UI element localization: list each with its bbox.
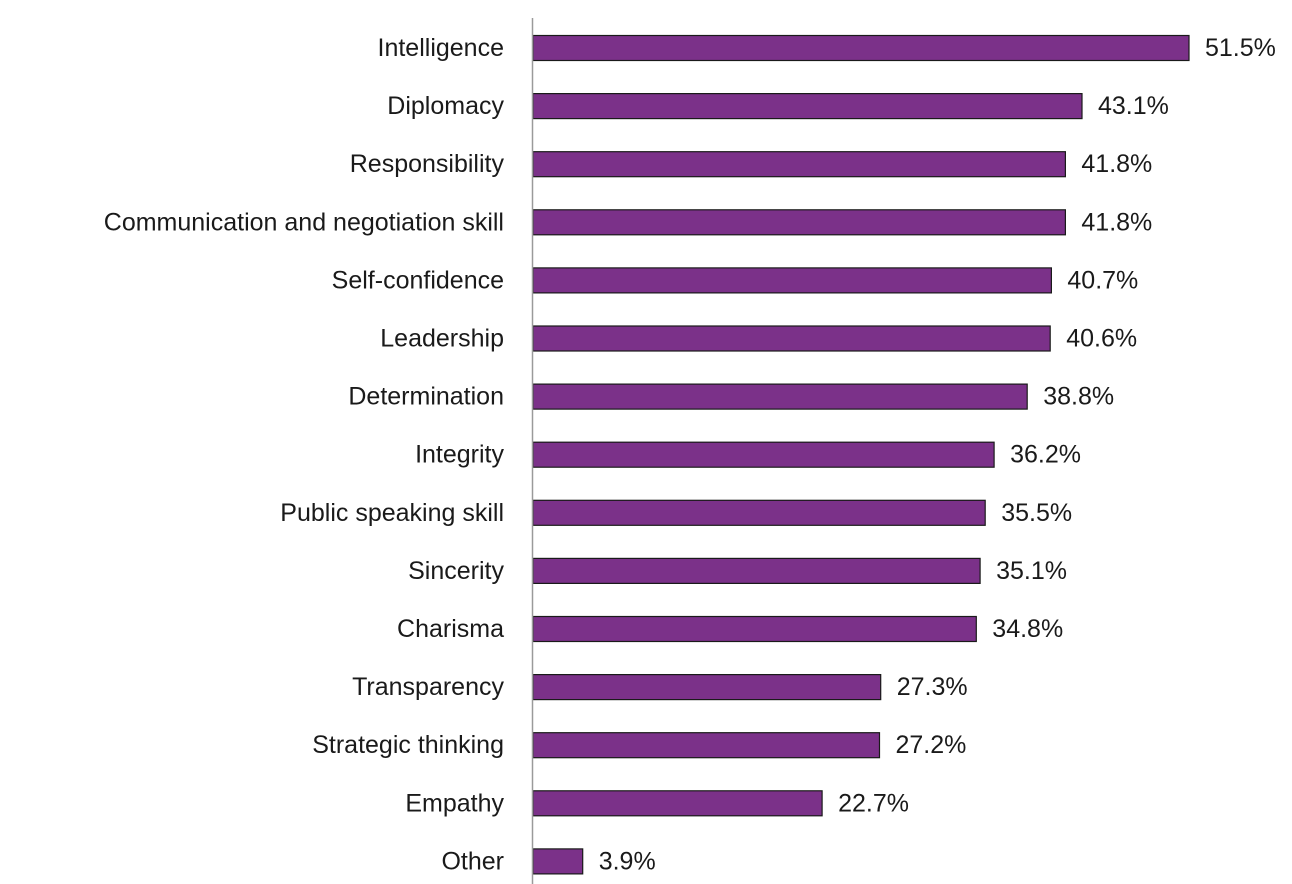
bar-integrity <box>532 441 995 468</box>
bar-diplomacy <box>532 92 1083 120</box>
bar-responsibility <box>532 151 1067 178</box>
value-labels-group: 51.5% 43.1% 41.8% 41.8% 40.7% 40.6% 38.8% 36.2%… <box>599 34 1276 875</box>
category-label-public-speaking-skill: Public speaking skill <box>280 499 504 527</box>
value-label-integrity: 36.2% <box>1010 441 1081 469</box>
bar-intelligence <box>532 34 1190 62</box>
category-label-leadership: Leadership <box>380 325 504 353</box>
category-label-strategic-thinking: Strategic thinking <box>312 731 504 759</box>
value-label-empathy: 22.7% <box>838 789 909 817</box>
bar-transparency <box>532 673 882 701</box>
value-label-responsibility: 41.8% <box>1081 150 1152 178</box>
value-label-intelligence: 51.5% <box>1205 34 1276 62</box>
category-label-determination: Determination <box>348 383 504 411</box>
value-label-other: 3.9% <box>599 847 656 875</box>
value-label-communication-and-negotiation-skill: 41.8% <box>1081 208 1152 236</box>
bars-group <box>532 34 1190 875</box>
bar-public-speaking-skill <box>532 499 986 526</box>
category-label-transparency: Transparency <box>352 673 504 701</box>
bar-communication-and-negotiation-skill <box>532 209 1067 236</box>
value-label-determination: 38.8% <box>1043 383 1114 411</box>
value-label-public-speaking-skill: 35.5% <box>1001 499 1072 527</box>
value-label-self-confidence: 40.7% <box>1067 266 1138 294</box>
category-label-integrity: Integrity <box>415 441 504 469</box>
value-label-diplomacy: 43.1% <box>1098 92 1169 120</box>
bar-other <box>532 848 584 875</box>
category-label-empathy: Empathy <box>405 789 504 817</box>
bar-empathy <box>532 790 823 817</box>
category-label-responsibility: Responsibility <box>350 150 505 178</box>
bar-strategic-thinking <box>532 732 881 759</box>
value-label-strategic-thinking: 27.2% <box>896 731 967 759</box>
bar-charisma <box>532 615 977 643</box>
category-label-sincerity: Sincerity <box>408 557 504 585</box>
category-label-other: Other <box>441 847 504 875</box>
bar-sincerity <box>532 557 981 585</box>
value-label-sincerity: 35.1% <box>996 557 1067 585</box>
category-labels-group: Intelligence Diplomacy Responsibility Commu… <box>104 34 505 875</box>
category-label-intelligence: Intelligence <box>378 34 504 62</box>
bar-determination <box>532 383 1028 410</box>
bar-self-confidence <box>532 267 1053 294</box>
value-label-leadership: 40.6% <box>1066 325 1137 353</box>
category-label-self-confidence: Self-confidence <box>332 266 504 294</box>
category-label-communication-and-negotiation-skill: Communication and negotiation skill <box>104 208 504 236</box>
value-label-transparency: 27.3% <box>897 673 968 701</box>
value-label-charisma: 34.8% <box>992 615 1063 643</box>
category-label-charisma: Charisma <box>397 615 504 643</box>
bar-leadership <box>532 325 1051 352</box>
category-label-diplomacy: Diplomacy <box>387 92 504 120</box>
